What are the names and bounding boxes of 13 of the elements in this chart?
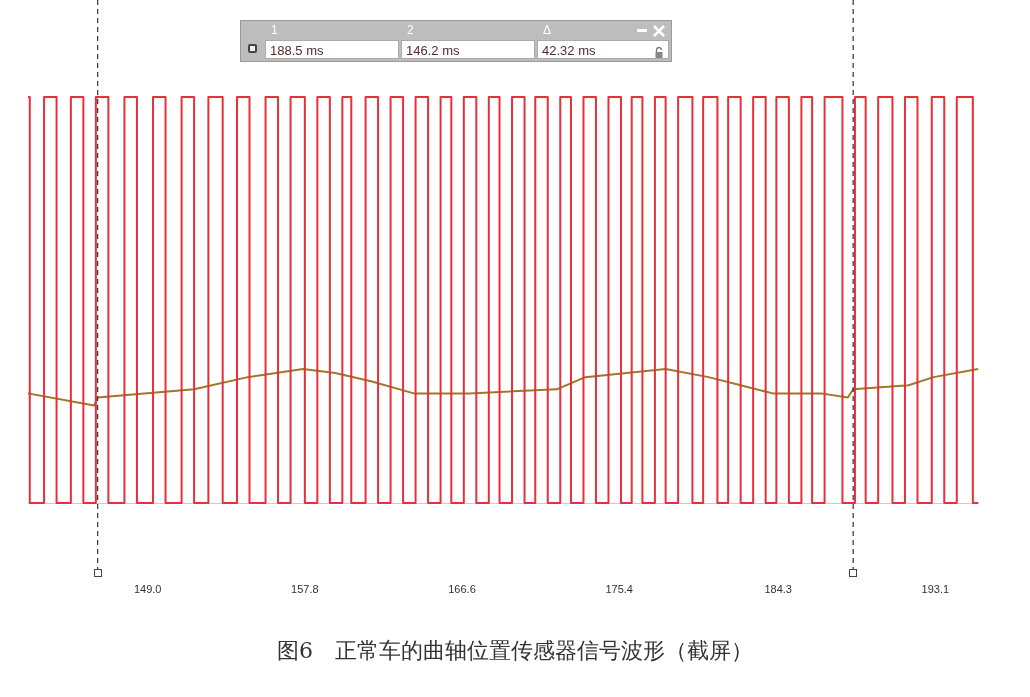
x-tick-label: 166.6 [448, 582, 476, 595]
text: 146.2 ms [401, 40, 535, 59]
text: 188.5 ms [265, 40, 399, 59]
x-tick-label: 175.4 [605, 582, 633, 595]
x-tick-label: 157.8 [291, 582, 319, 595]
text: 42.32 ms [537, 40, 669, 59]
x-tick-label: 184.3 [764, 582, 792, 595]
text: 图6 正常车的曲轴位置传感器信号波形（截屏） [276, 637, 754, 665]
text: 1 [271, 22, 278, 38]
x-tick-label: 193.1 [921, 582, 950, 595]
text: 2 [407, 22, 414, 38]
text: Δ [543, 22, 552, 38]
x-tick-label: 149.0 [133, 582, 162, 595]
